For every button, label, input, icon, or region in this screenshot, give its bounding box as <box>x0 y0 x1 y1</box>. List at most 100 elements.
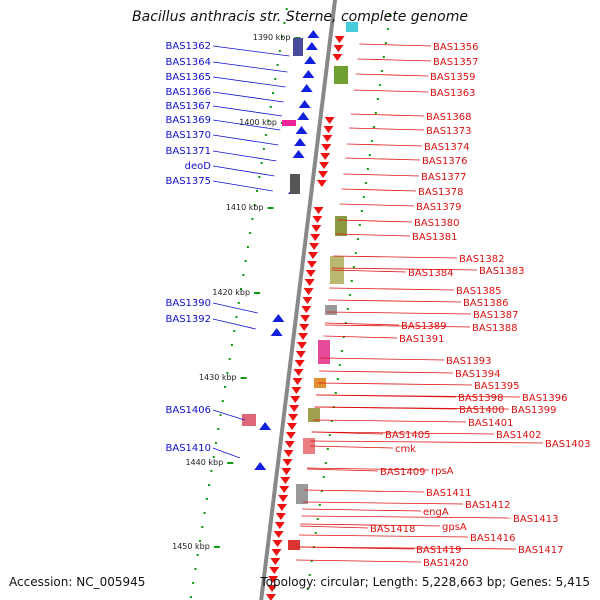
leader-line <box>212 150 277 162</box>
gene-label-right: BAS1398 <box>458 393 504 404</box>
gene-label-right: BAS1394 <box>455 369 501 380</box>
tick-mark <box>214 442 217 444</box>
leader-line <box>341 188 417 192</box>
forward-gene-arrow <box>307 30 320 38</box>
scale-tick <box>254 292 261 294</box>
gene-label-right: BAS1374 <box>424 142 470 153</box>
tick-mark <box>262 148 265 150</box>
gene-label-left: BAS1369 <box>166 115 212 126</box>
leader-line <box>304 489 425 493</box>
gene-label-right: cmk <box>395 444 416 455</box>
reverse-gene-arrow <box>333 45 344 52</box>
reverse-gene-arrow <box>323 126 334 133</box>
reverse-gene-arrow <box>271 549 282 556</box>
leader-line <box>307 467 430 471</box>
tick-mark <box>378 84 381 86</box>
reverse-gene-arrow <box>278 495 289 502</box>
reverse-gene-arrow <box>312 216 323 223</box>
tick-mark <box>374 112 377 114</box>
gene-label-left: BAS1367 <box>166 101 212 112</box>
leader-line <box>320 357 445 361</box>
gene-label-right: BAS1395 <box>474 381 520 392</box>
tick-mark <box>386 28 389 30</box>
tick-mark <box>330 420 333 422</box>
reverse-gene-arrow <box>310 234 321 241</box>
gene-label-right: BAS1409 <box>380 467 426 478</box>
leader-line <box>300 523 441 527</box>
tick-mark <box>376 98 379 100</box>
reverse-gene-arrow <box>286 423 297 430</box>
scale-label: 1410 kbp <box>226 203 264 212</box>
leader-line <box>345 157 421 161</box>
leader-line <box>212 76 286 88</box>
gene-block <box>303 438 315 454</box>
reverse-gene-arrow <box>308 252 319 259</box>
gene-label-right: rpsA <box>431 466 454 477</box>
leader-line <box>316 394 521 398</box>
tick-mark <box>212 456 215 458</box>
reverse-gene-arrow <box>265 594 276 600</box>
leader-line <box>327 299 462 303</box>
gene-label-right: BAS1378 <box>418 187 464 198</box>
reverse-gene-arrow <box>294 360 305 367</box>
scale-tick <box>227 462 234 464</box>
tick-mark <box>366 168 369 170</box>
forward-gene-arrow <box>300 84 313 92</box>
tick-mark <box>230 344 233 346</box>
gene-label-right: BAS1387 <box>473 310 519 321</box>
reverse-gene-arrow <box>295 351 306 358</box>
reverse-gene-arrow <box>280 477 291 484</box>
gene-block <box>335 216 347 236</box>
tick-mark <box>258 176 261 178</box>
tick-mark <box>382 56 385 58</box>
gene-block <box>290 174 300 194</box>
leader-line <box>319 370 454 374</box>
left-gene-labels: BAS1362 BAS1364 BAS1365 BAS1366 BAS1367 BAS13… <box>166 41 212 454</box>
reverse-gene-arrow <box>319 162 330 169</box>
tick-mark <box>316 518 319 520</box>
accession-text: Accession: NC_005945 <box>9 575 146 589</box>
tick-mark <box>308 574 311 576</box>
reverse-gene-arrow <box>317 171 328 178</box>
tick-mark <box>356 238 359 240</box>
leader-line <box>350 113 425 117</box>
reverse-gene-arrow <box>322 135 333 142</box>
reverse-gene-arrow <box>298 333 309 340</box>
leader-line <box>353 89 429 93</box>
leader-lines <box>212 43 544 563</box>
leader-line <box>212 165 275 177</box>
leader-line <box>339 203 415 207</box>
gene-block <box>346 22 358 32</box>
tick-mark <box>340 350 343 352</box>
leader-line <box>301 515 512 519</box>
leader-line <box>333 255 458 259</box>
tick-mark <box>194 568 197 570</box>
tick-mark <box>348 294 351 296</box>
leader-line <box>325 322 400 326</box>
leader-line <box>317 382 473 386</box>
tick-mark <box>352 266 355 268</box>
forward-gene-arrow <box>305 42 318 50</box>
scale-label: 1390 kbp <box>253 33 291 42</box>
tick-mark <box>208 484 211 486</box>
reverse-gene-arrow <box>281 468 292 475</box>
reverse-gene-arrow <box>291 387 302 394</box>
reverse-gene-arrow <box>270 558 281 565</box>
reverse-gene-arrow <box>277 504 288 511</box>
reverse-gene-arrow <box>302 297 313 304</box>
leader-line <box>313 419 467 423</box>
gene-label-right: BAS1399 <box>511 405 557 416</box>
leader-line <box>212 105 283 117</box>
forward-gene-arrow <box>304 56 317 64</box>
tick-mark <box>249 232 252 234</box>
scale-label: 1420 kbp <box>212 288 250 297</box>
gene-label-right: BAS1382 <box>459 254 505 265</box>
forward-gene-arrow <box>259 422 272 430</box>
gene-label-left: BAS1366 <box>166 87 212 98</box>
gene-label-right: BAS1400 <box>459 405 505 416</box>
forward-gene-arrow <box>292 150 305 158</box>
gene-label-right: BAS1380 <box>414 218 460 229</box>
reverse-gene-arrow <box>275 513 286 520</box>
gene-label-right: BAS1368 <box>426 112 472 123</box>
forward-gene-arrow <box>302 70 315 78</box>
